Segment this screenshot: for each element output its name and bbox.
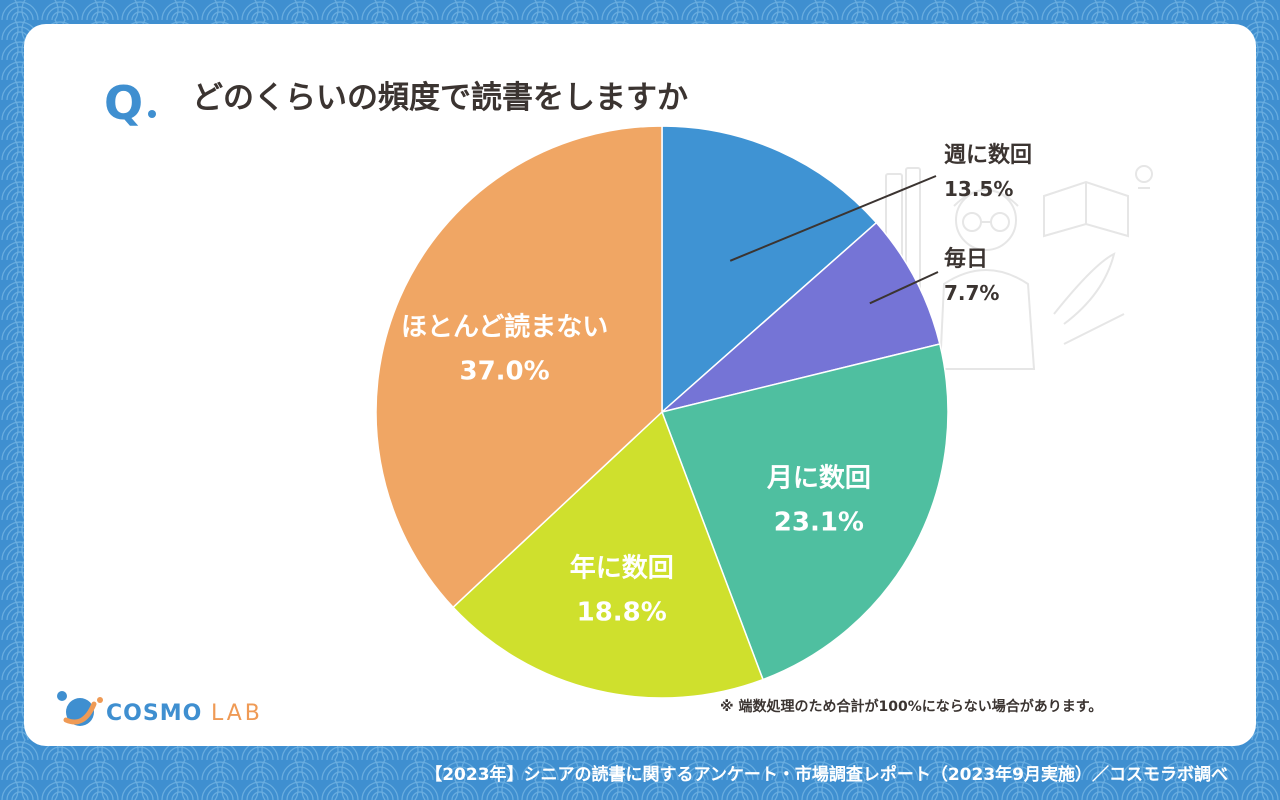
question-title: どのくらいの頻度で読書をしますか	[192, 80, 688, 116]
slice-value-4: 37.0%	[459, 357, 549, 387]
chart-card: 週に数回 13.5% 毎日 7.7% 月に数回 23.1% 年に数回 18.8% ほとんど読まな…	[24, 24, 1256, 746]
slice-value-0: 13.5%	[944, 177, 1013, 201]
slice-value-2: 23.1%	[774, 508, 864, 538]
pie-slice-1	[661, 221, 941, 413]
question-mark-dot	[148, 110, 156, 118]
question-mark-label: Q	[104, 76, 143, 130]
slice-label-1: 毎日	[944, 247, 988, 272]
logo-brand-suffix: LAB	[210, 701, 263, 726]
pie-slice-3	[452, 410, 764, 699]
cosmo-lab-logo	[57, 691, 103, 726]
pie-chart: 週に数回 13.5% 毎日 7.7% 月に数回 23.1% 年に数回 18.8% ほとんど読まな…	[375, 125, 1153, 699]
logo-wordmark: COSMO LAB	[106, 701, 263, 726]
pie-slice-4	[375, 125, 663, 609]
slice-label-3: 年に数回	[570, 553, 674, 584]
slice-label-0: 週に数回	[944, 142, 1032, 168]
slice-label-4: ほとんど読まない	[401, 312, 608, 343]
slice-label-2: 月に数回	[766, 464, 871, 494]
source-caption: 【2023年】シニアの読書に関するアンケート・市場調査レポート（2023年9月実…	[425, 765, 1228, 785]
slice-value-3: 18.8%	[577, 598, 667, 628]
pie-slice-2	[660, 343, 949, 681]
leader-line-1	[869, 271, 939, 305]
leader-line-0	[729, 175, 937, 262]
rounding-footnote: ※ 端数処理のため合計が100%にならない場合があります。	[720, 699, 1103, 715]
logo-brand: COSMO	[106, 701, 203, 726]
slice-value-1: 7.7%	[944, 281, 999, 305]
